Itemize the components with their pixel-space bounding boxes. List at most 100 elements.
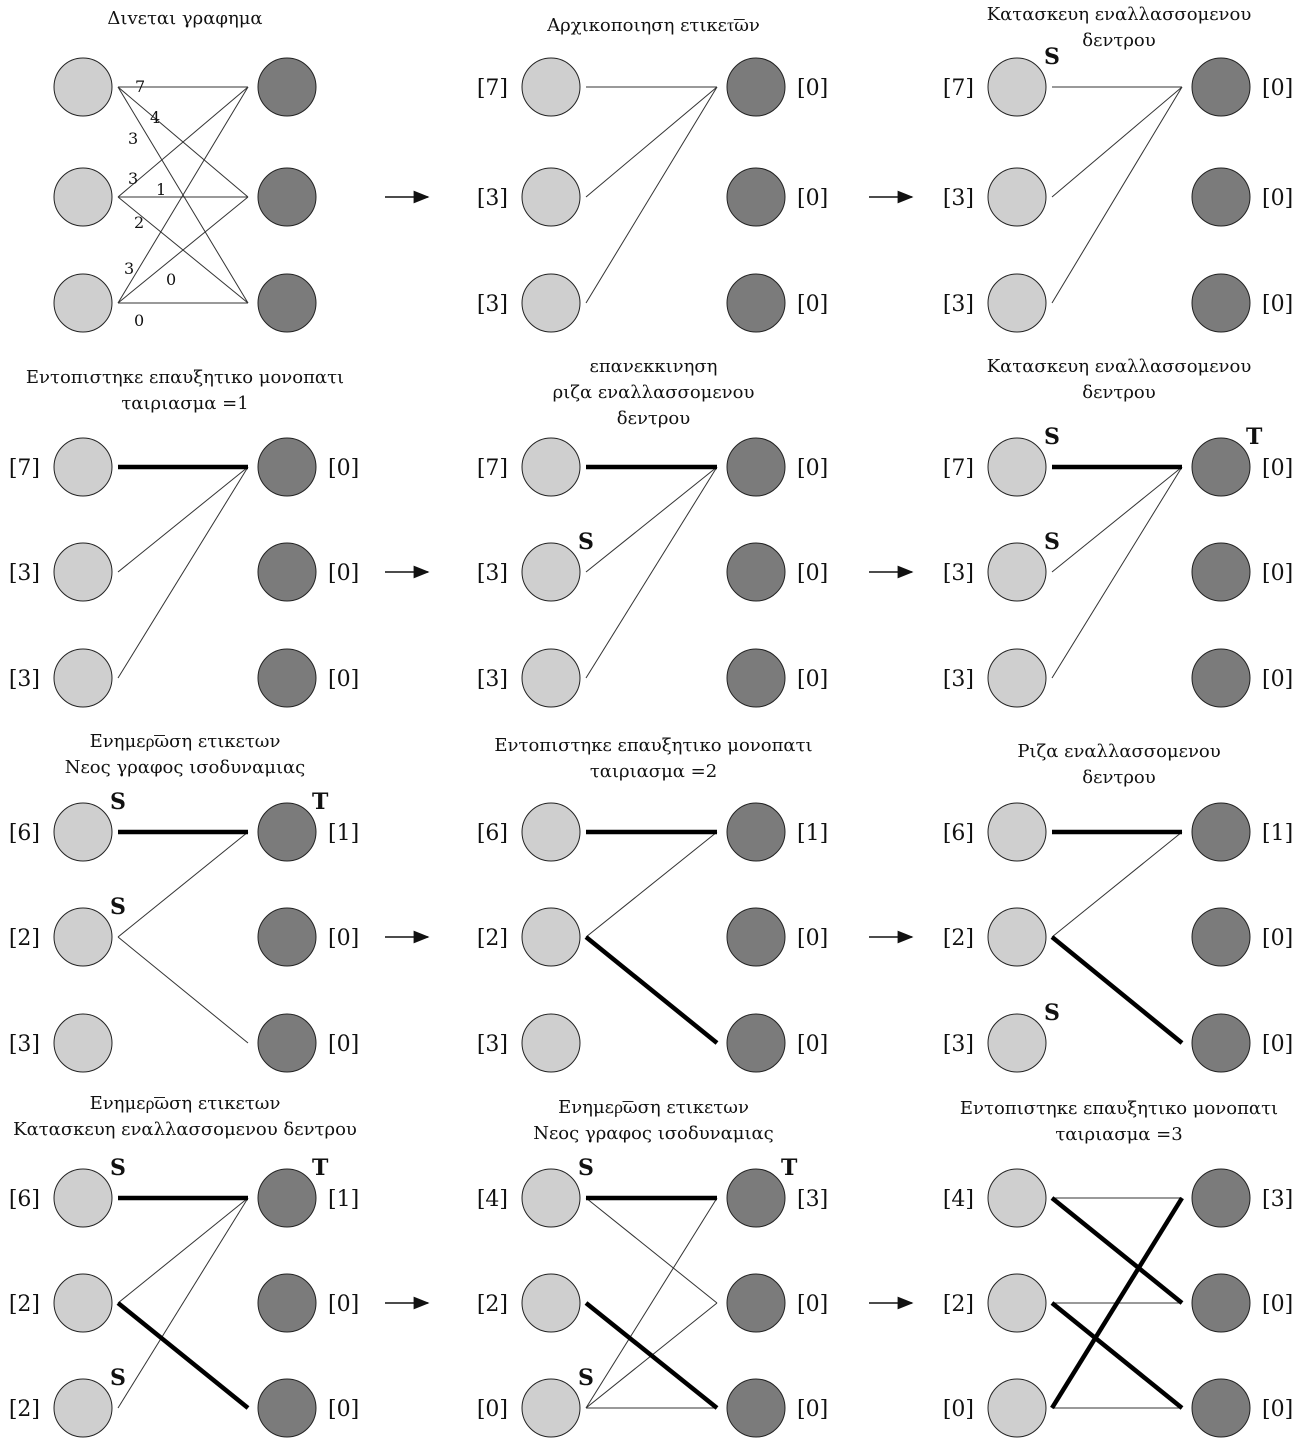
left-node (521, 167, 581, 227)
panel-title-line: Κατασκευη εναλλασσομενου (987, 356, 1252, 377)
left-node-label: [2] (9, 1292, 40, 1317)
left-node-label: [0] (943, 1397, 974, 1422)
s-mark: S (1044, 424, 1060, 450)
panel-title-line: Ενημερ͞ωση ετικετων (90, 731, 281, 752)
left-node (521, 437, 581, 497)
left-node-label: [3] (943, 186, 974, 211)
right-node (726, 167, 786, 227)
thin-edge (1051, 466, 1183, 573)
right-node (726, 1013, 786, 1073)
matching-edge (1050, 1301, 1184, 1410)
right-node (726, 907, 786, 967)
right-node-label: [0] (1262, 1032, 1293, 1057)
thin-edge (117, 936, 249, 1044)
thin-edge (585, 831, 718, 938)
left-node-label: [3] (477, 561, 508, 586)
right-node (257, 1273, 317, 1333)
thin-edge (117, 1197, 249, 1304)
right-node-label: [0] (1262, 292, 1293, 317)
panel-title-line: Εντοπιστηκε επαυξητικο μονοπατι (494, 735, 812, 756)
thin-edge (585, 86, 718, 304)
right-node-label: [3] (797, 1187, 828, 1212)
edge-weight: 3 (128, 129, 138, 148)
panel-title-line: Ριζα εναλλασσομενου (1017, 741, 1220, 762)
left-node (53, 907, 113, 967)
s-mark: S (1044, 529, 1060, 555)
right-node-label: [0] (1262, 186, 1293, 211)
left-node-label: [2] (9, 926, 40, 951)
left-node (987, 1013, 1047, 1073)
left-node-label: [7] (9, 456, 40, 481)
left-node-label: [3] (9, 561, 40, 586)
right-node (726, 542, 786, 602)
right-node (726, 648, 786, 708)
right-node-label: [0] (1262, 667, 1293, 692)
left-node-label: [2] (477, 1292, 508, 1317)
right-node (257, 273, 317, 333)
right-node (1191, 1168, 1251, 1228)
right-node (726, 1168, 786, 1228)
left-node (987, 273, 1047, 333)
right-node-label: [0] (797, 667, 828, 692)
left-node (987, 437, 1047, 497)
edge-weight: 3 (124, 259, 134, 278)
thin-edge (117, 1197, 249, 1409)
right-node (1191, 57, 1251, 117)
left-node (521, 542, 581, 602)
left-node-label: [3] (477, 1032, 508, 1057)
right-node-label: [0] (797, 1397, 828, 1422)
panel-title-line: Αρχικοποιηση ετικετ͞ων (546, 15, 760, 36)
right-node-label: [0] (328, 926, 359, 951)
edge-weight: 4 (150, 108, 160, 127)
right-node (1191, 648, 1251, 708)
thin-edge (1051, 466, 1183, 679)
t-mark: T (312, 1155, 329, 1181)
edge-weight: 0 (134, 311, 144, 330)
left-node-label: [3] (943, 561, 974, 586)
right-node (1191, 437, 1251, 497)
edge-weight: 1 (156, 180, 166, 199)
s-mark: S (578, 1365, 594, 1391)
left-node-label: [7] (943, 456, 974, 481)
panel-title-line: δεντρου (617, 408, 690, 429)
panel-9: Ριζα εναλλασσομενου δεντρου [6] [1] [2] [0] [3… (943, 741, 1293, 1073)
left-node-label: [3] (477, 667, 508, 692)
panel-title-line: Ενημερ͞ωση ετικετων (558, 1097, 749, 1118)
t-mark: T (1246, 424, 1263, 450)
panel-2: Αρχικοποιηση ετικετ͞ων [7] [0] [3] [0] [3] [0] (477, 15, 828, 333)
t-mark: T (312, 789, 329, 815)
left-node (53, 542, 113, 602)
right-node (1191, 273, 1251, 333)
right-node (726, 273, 786, 333)
right-node (257, 1168, 317, 1228)
panel-6: Κατασκευη εναλλασσομενου δεντρου [7] [0] [3]… (943, 356, 1293, 708)
left-node (53, 57, 113, 117)
right-node (257, 167, 317, 227)
right-node-label: [0] (1262, 1397, 1293, 1422)
panel-title-line: Εντοπιστηκε επαυξητικο μονοπατι (960, 1098, 1278, 1119)
left-node (521, 273, 581, 333)
panel-title-line: δεντρου (1082, 382, 1155, 403)
left-node (987, 167, 1047, 227)
panel-title-line: δεντρου (1082, 30, 1155, 51)
right-node-label: [0] (328, 561, 359, 586)
left-node (987, 907, 1047, 967)
right-node (257, 1013, 317, 1073)
edge-weight: 7 (135, 77, 145, 96)
right-node (257, 907, 317, 967)
s-mark: S (110, 894, 126, 920)
panel-title-line: Νεος γραφος ισοδυναμιας (65, 757, 306, 778)
right-node-label: [0] (1262, 1292, 1293, 1317)
edge-weight: 2 (134, 213, 144, 232)
thin-edge (585, 1197, 718, 1304)
left-node (987, 542, 1047, 602)
left-node-label: [2] (943, 1292, 974, 1317)
edge-weight: 3 (128, 169, 138, 188)
right-node (257, 1378, 317, 1438)
s-mark: S (110, 1155, 126, 1181)
left-node (53, 1013, 113, 1073)
right-node (257, 437, 317, 497)
left-node (53, 273, 113, 333)
right-node-label: [0] (328, 1032, 359, 1057)
